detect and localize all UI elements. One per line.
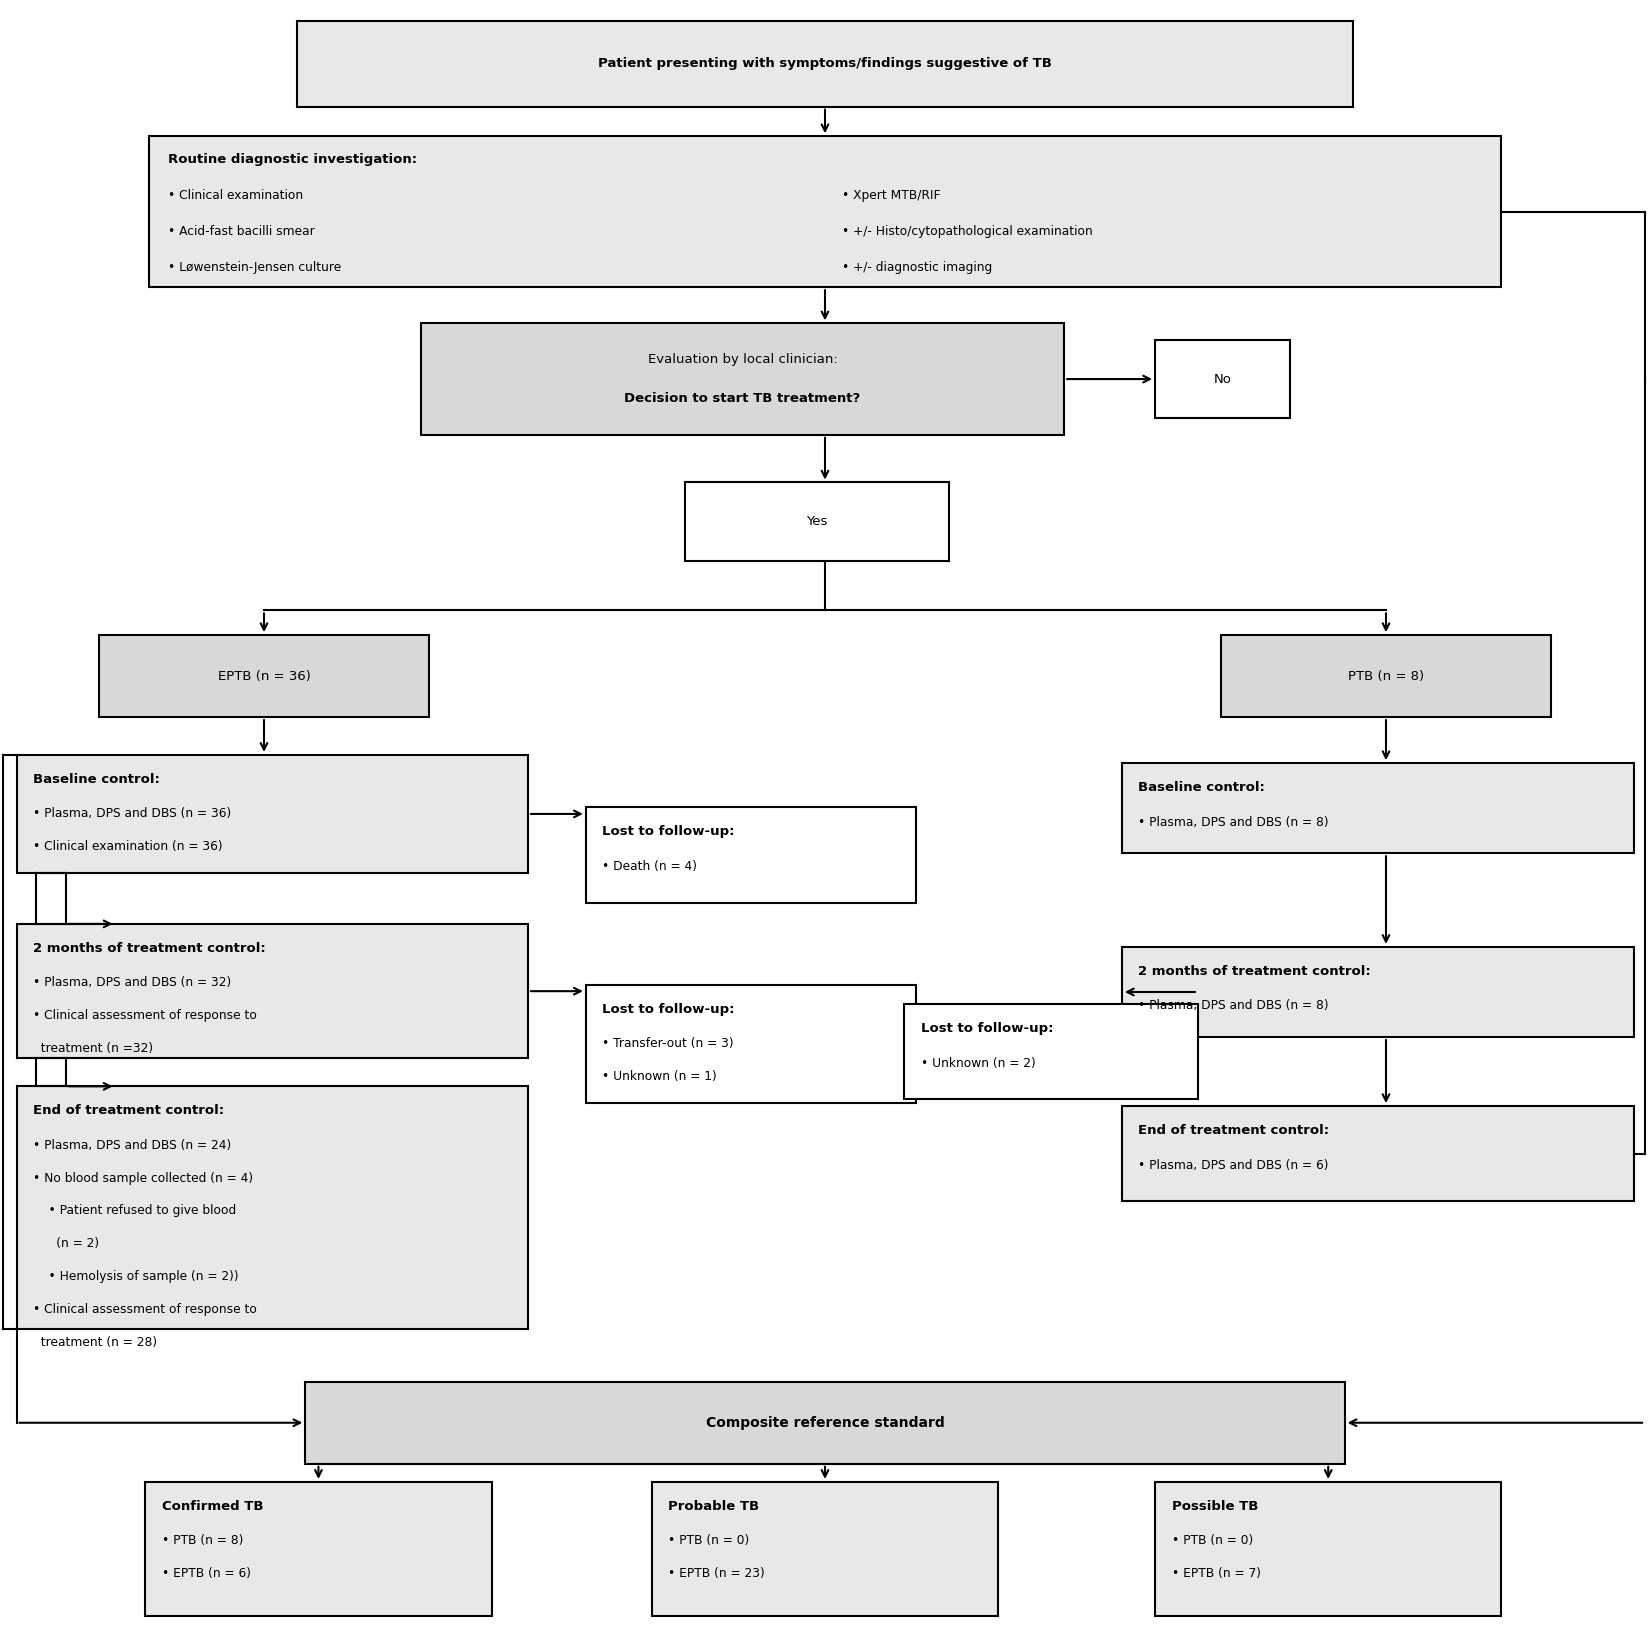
Text: Baseline control:: Baseline control: (1138, 781, 1266, 794)
Text: (n = 2): (n = 2) (33, 1237, 99, 1250)
Text: Lost to follow-up:: Lost to follow-up: (921, 1022, 1053, 1035)
Text: • EPTB (n = 7): • EPTB (n = 7) (1172, 1567, 1261, 1580)
Text: Confirmed TB: Confirmed TB (162, 1500, 264, 1513)
Text: • Plasma, DPS and DBS (n = 6): • Plasma, DPS and DBS (n = 6) (1138, 1159, 1328, 1172)
Text: • EPTB (n = 6): • EPTB (n = 6) (162, 1567, 251, 1580)
Text: • PTB (n = 0): • PTB (n = 0) (668, 1534, 749, 1547)
Text: Patient presenting with symptoms/findings suggestive of TB: Patient presenting with symptoms/finding… (597, 57, 1053, 71)
Text: EPTB (n = 36): EPTB (n = 36) (218, 670, 310, 683)
Text: Lost to follow-up:: Lost to follow-up: (602, 1003, 734, 1016)
Text: • Plasma, DPS and DBS (n = 8): • Plasma, DPS and DBS (n = 8) (1138, 999, 1330, 1012)
Text: • Plasma, DPS and DBS (n = 36): • Plasma, DPS and DBS (n = 36) (33, 807, 231, 820)
Text: Routine diagnostic investigation:: Routine diagnostic investigation: (168, 153, 417, 166)
FancyBboxPatch shape (904, 1004, 1198, 1099)
Text: Possible TB: Possible TB (1172, 1500, 1257, 1513)
FancyBboxPatch shape (421, 323, 1064, 435)
Text: • Patient refused to give blood: • Patient refused to give blood (33, 1204, 236, 1218)
FancyBboxPatch shape (16, 755, 528, 873)
Text: Lost to follow-up:: Lost to follow-up: (602, 825, 734, 839)
FancyBboxPatch shape (1122, 947, 1634, 1037)
FancyBboxPatch shape (99, 635, 429, 717)
FancyBboxPatch shape (1155, 340, 1290, 418)
Text: No: No (1214, 373, 1231, 386)
Text: • Clinical assessment of response to: • Clinical assessment of response to (33, 1009, 257, 1022)
Text: • Unknown (n = 1): • Unknown (n = 1) (602, 1070, 718, 1083)
Text: End of treatment control:: End of treatment control: (33, 1104, 224, 1118)
Text: • +/- diagnostic imaging: • +/- diagnostic imaging (842, 261, 992, 274)
Text: • Hemolysis of sample (n = 2)): • Hemolysis of sample (n = 2)) (33, 1270, 239, 1283)
FancyBboxPatch shape (148, 136, 1502, 287)
FancyBboxPatch shape (16, 924, 528, 1058)
Text: • EPTB (n = 23): • EPTB (n = 23) (668, 1567, 766, 1580)
Text: • Xpert MTB/RIF: • Xpert MTB/RIF (842, 189, 940, 202)
FancyBboxPatch shape (1122, 763, 1634, 853)
Text: End of treatment control:: End of treatment control: (1138, 1124, 1330, 1137)
Text: • +/- Histo/cytopathological examination: • +/- Histo/cytopathological examination (842, 225, 1092, 238)
FancyBboxPatch shape (145, 1482, 492, 1616)
FancyBboxPatch shape (586, 985, 916, 1103)
Text: • Clinical examination (n = 36): • Clinical examination (n = 36) (33, 840, 223, 853)
Text: Composite reference standard: Composite reference standard (706, 1416, 944, 1429)
Text: 2 months of treatment control:: 2 months of treatment control: (33, 942, 266, 955)
Text: • PTB (n = 0): • PTB (n = 0) (1172, 1534, 1252, 1547)
FancyBboxPatch shape (685, 482, 949, 561)
Text: • PTB (n = 8): • PTB (n = 8) (162, 1534, 243, 1547)
FancyBboxPatch shape (1155, 1482, 1502, 1616)
Text: Evaluation by local clinician:: Evaluation by local clinician: (647, 353, 837, 366)
Text: treatment (n =32): treatment (n =32) (33, 1042, 153, 1055)
FancyBboxPatch shape (1122, 1106, 1634, 1201)
FancyBboxPatch shape (1221, 635, 1551, 717)
Text: • Unknown (n = 2): • Unknown (n = 2) (921, 1057, 1036, 1070)
FancyBboxPatch shape (305, 1382, 1345, 1464)
Text: • Clinical examination: • Clinical examination (168, 189, 304, 202)
Text: 2 months of treatment control:: 2 months of treatment control: (1138, 965, 1371, 978)
Text: • Plasma, DPS and DBS (n = 32): • Plasma, DPS and DBS (n = 32) (33, 976, 231, 990)
Text: • Løwenstein-Jensen culture: • Løwenstein-Jensen culture (168, 261, 342, 274)
Text: • Plasma, DPS and DBS (n = 8): • Plasma, DPS and DBS (n = 8) (1138, 816, 1330, 829)
Text: • Clinical assessment of response to: • Clinical assessment of response to (33, 1303, 257, 1316)
FancyBboxPatch shape (652, 1482, 998, 1616)
Text: • No blood sample collected (n = 4): • No blood sample collected (n = 4) (33, 1172, 252, 1185)
Text: • Acid-fast bacilli smear: • Acid-fast bacilli smear (168, 225, 315, 238)
Text: • Plasma, DPS and DBS (n = 24): • Plasma, DPS and DBS (n = 24) (33, 1139, 231, 1152)
Text: Yes: Yes (807, 515, 827, 528)
Text: PTB (n = 8): PTB (n = 8) (1348, 670, 1424, 683)
Text: Baseline control:: Baseline control: (33, 773, 160, 786)
Text: Decision to start TB treatment?: Decision to start TB treatment? (624, 392, 861, 405)
FancyBboxPatch shape (16, 1086, 528, 1329)
Text: • Death (n = 4): • Death (n = 4) (602, 860, 698, 873)
Text: • Transfer-out (n = 3): • Transfer-out (n = 3) (602, 1037, 734, 1050)
Text: Probable TB: Probable TB (668, 1500, 759, 1513)
FancyBboxPatch shape (297, 21, 1353, 107)
Text: treatment (n = 28): treatment (n = 28) (33, 1336, 157, 1349)
FancyBboxPatch shape (586, 807, 916, 903)
